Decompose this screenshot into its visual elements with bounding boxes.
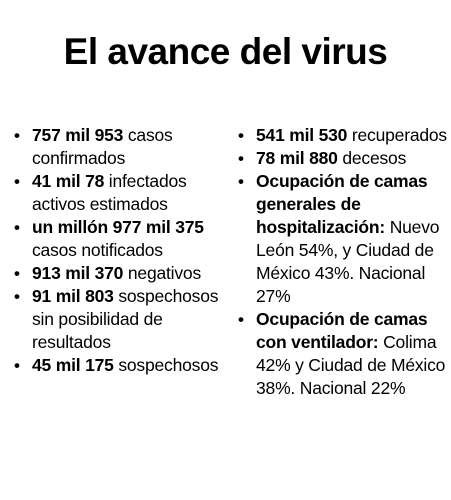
stat-label: recuperados [347, 125, 447, 145]
bullet-icon: • [14, 126, 20, 145]
bullet-icon: • [14, 218, 20, 237]
stat-label: sospechosos sin posibilidad de resultado… [32, 286, 219, 352]
bullet-icon: • [14, 264, 20, 283]
bullet-icon: • [238, 172, 244, 191]
bullet-icon: • [14, 287, 20, 306]
stat-label: casos notificados [32, 240, 163, 260]
stat-value: 913 mil 370 [32, 263, 124, 283]
stat-label: sospechosos [113, 355, 219, 375]
bullet-icon: • [14, 356, 20, 375]
stat-heading: Ocupación de camas generales de hospital… [256, 171, 428, 237]
stat-heading: Ocupación de camas con ventilador: [256, 309, 428, 352]
infographic-title: El avance del virus [63, 31, 388, 72]
stat-value: 91 mil 803 [32, 286, 114, 306]
right-stats-list: • 541 mil 530 recuperados • 78 mil 880 d… [236, 124, 448, 400]
stat-label: negativos [123, 263, 201, 283]
stat-confirmed-cases: • 757 mil 953 casos confirmados [12, 124, 226, 170]
stat-deaths: • 78 mil 880 decesos [236, 147, 448, 170]
bullet-icon: • [238, 126, 244, 145]
stat-value: 45 mil 175 [32, 355, 114, 375]
stat-recovered: • 541 mil 530 recuperados [236, 124, 448, 147]
stat-notified-cases: • un millón 977 mil 375 casos notificado… [12, 216, 226, 262]
stat-ventilator-bed-occupancy: • Ocupación de camas con ventilador: Col… [236, 308, 448, 400]
stat-label: decesos [337, 148, 407, 168]
stat-suspected: • 45 mil 175 sospechosos [12, 354, 226, 377]
stat-suspected-no-result: • 91 mil 803 sospechosos sin posibilidad… [12, 285, 226, 354]
stat-label: infectados activos estimados [32, 171, 187, 214]
stat-value: 757 mil 953 [32, 125, 124, 145]
bullet-icon: • [14, 172, 20, 191]
stat-value: 541 mil 530 [256, 125, 348, 145]
stat-detail: Colima 42% y Ciudad de México 38%. Nacio… [256, 332, 446, 398]
bullet-icon: • [238, 310, 244, 329]
stat-value: un millón 977 mil 375 [32, 217, 204, 237]
stat-negatives: • 913 mil 370 negativos [12, 262, 226, 285]
stat-active-infected: • 41 mil 78 infectados activos estimados [12, 170, 226, 216]
left-stats-list: • 757 mil 953 casos confirmados • 41 mil… [12, 124, 226, 377]
stat-value: 41 mil 78 [32, 171, 105, 191]
stat-general-bed-occupancy: • Ocupación de camas generales de hospit… [236, 170, 448, 308]
stat-value: 78 mil 880 [256, 148, 338, 168]
bullet-icon: • [238, 149, 244, 168]
stat-label: casos confirmados [32, 125, 173, 168]
stat-detail: Nuevo León 54%, y Ciudad de México 43%. … [256, 217, 440, 306]
